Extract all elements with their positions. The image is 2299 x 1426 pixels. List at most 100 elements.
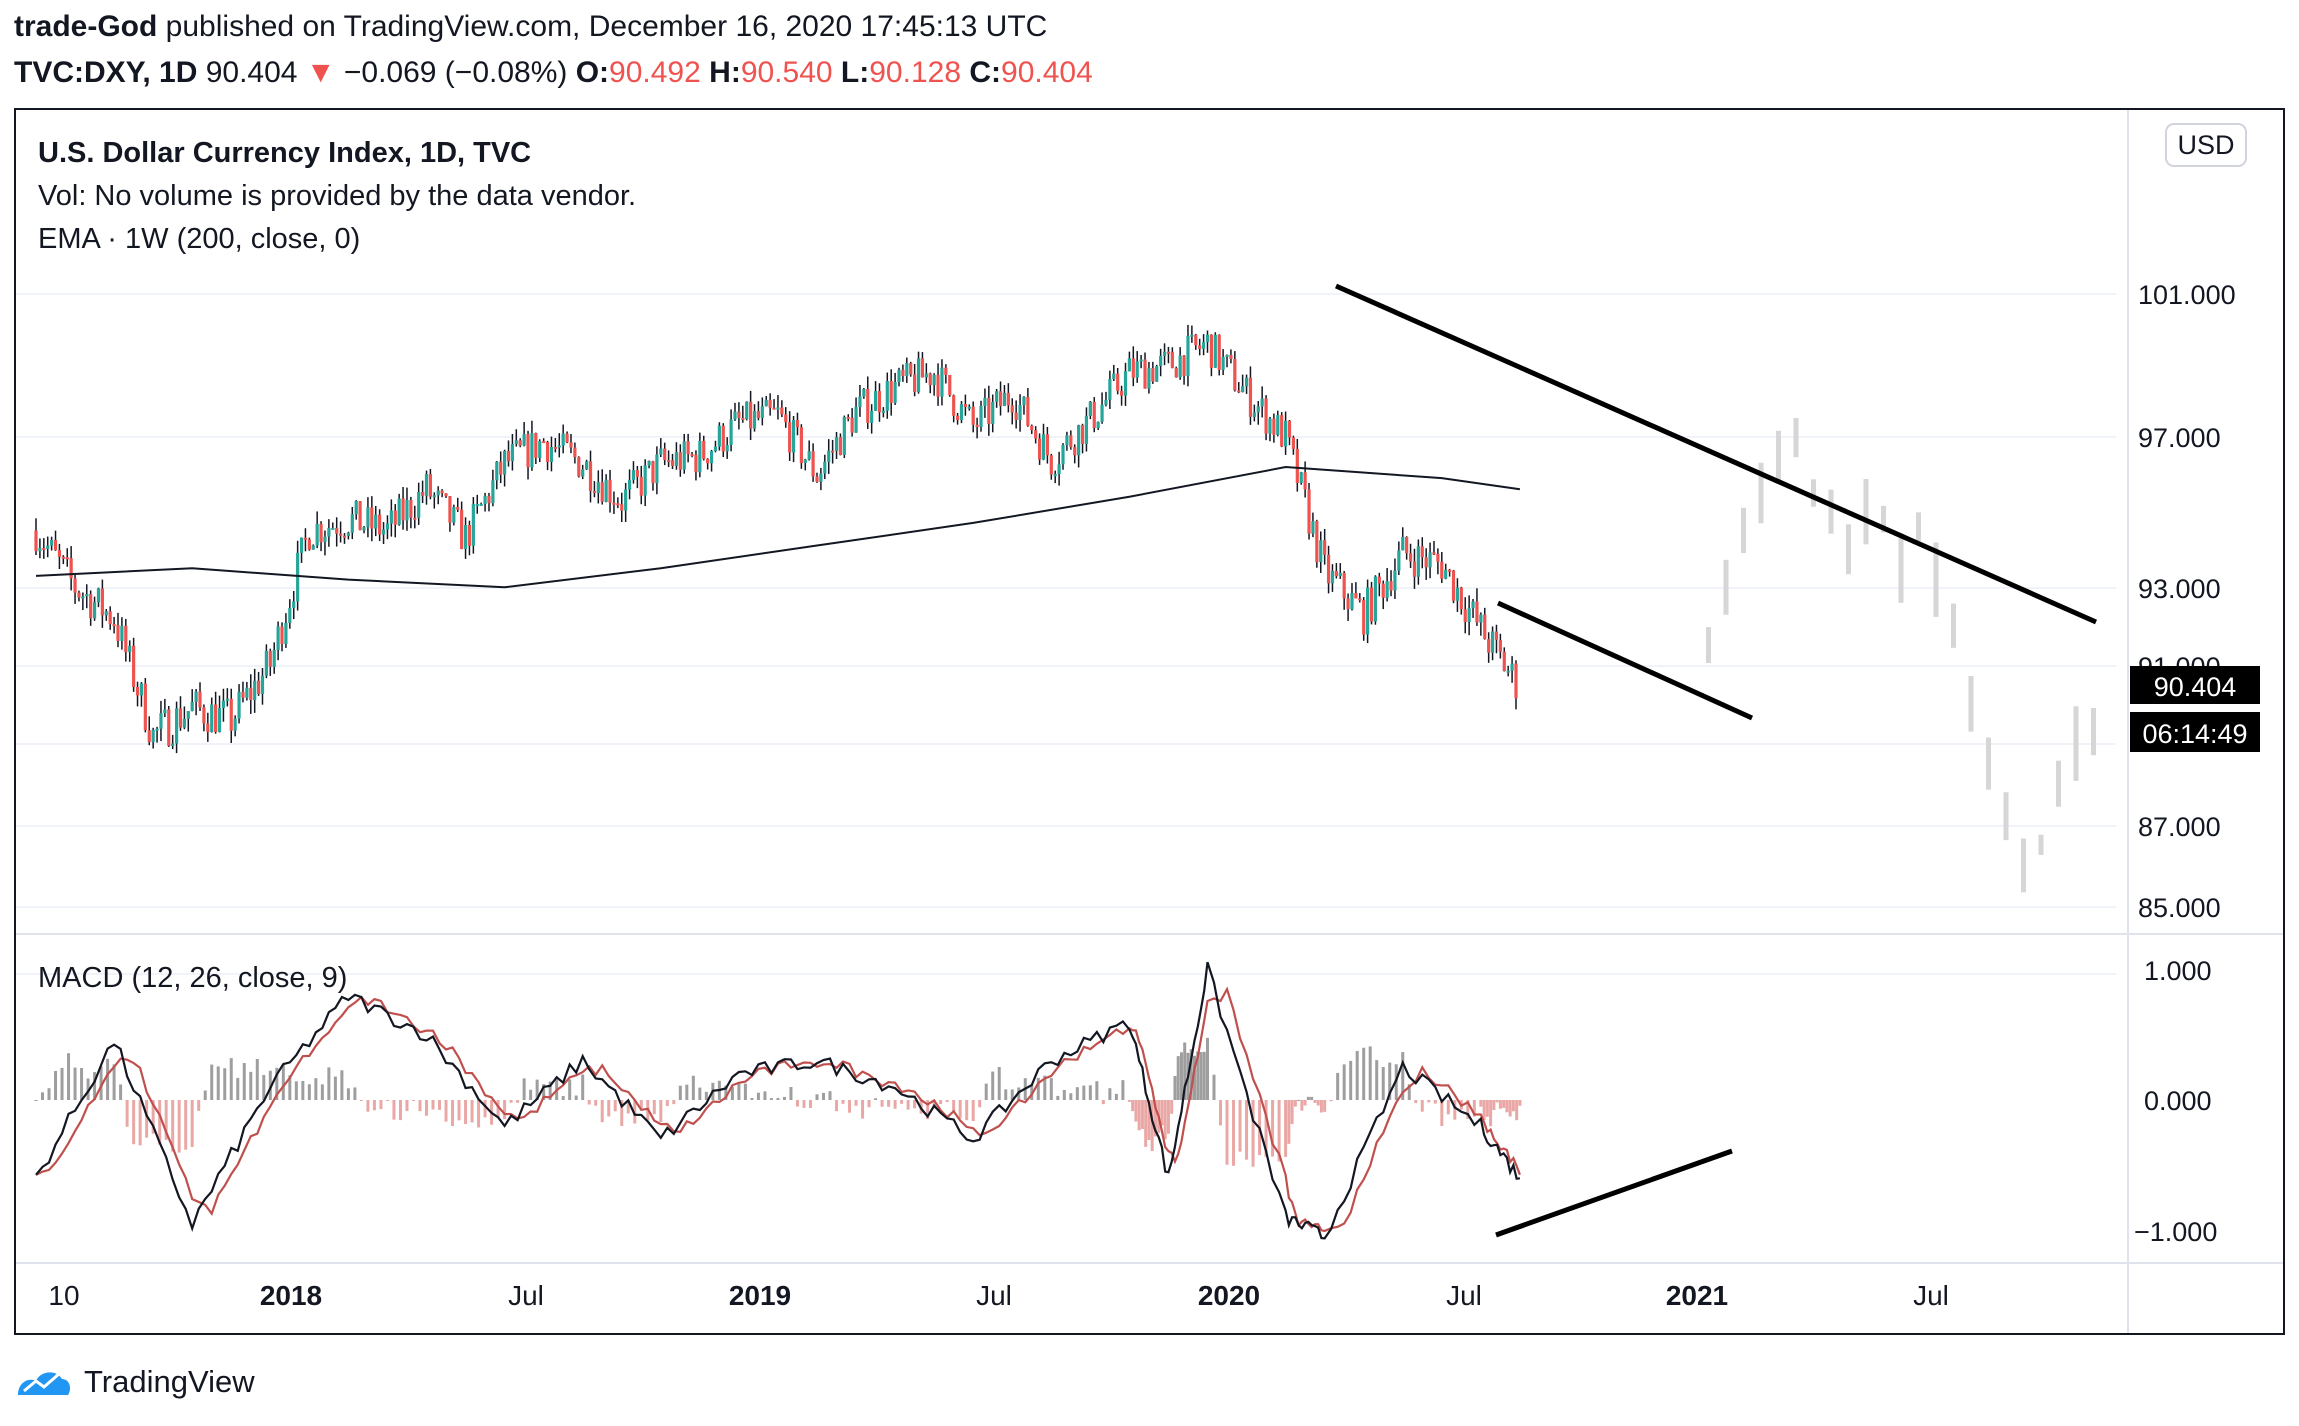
candle-body: [1276, 415, 1280, 435]
candle-body: [932, 374, 936, 386]
macd-histogram-bar: [769, 1098, 773, 1100]
candle-body: [1022, 396, 1026, 406]
candle-body: [503, 451, 507, 475]
macd-histogram-bar: [965, 1100, 969, 1121]
macd-histogram-bar: [229, 1058, 233, 1100]
macd-histogram-bar: [1088, 1085, 1092, 1100]
macd-tick: 1.000: [2144, 956, 2212, 986]
price-change: −0.069 (−0.08%): [343, 56, 568, 89]
candle-body: [706, 458, 710, 464]
candle-body: [838, 437, 843, 455]
candle-body: [366, 507, 370, 528]
candle-body: [1436, 553, 1440, 562]
price-tick: 85.000: [2138, 893, 2221, 923]
macd-histogram-bar: [835, 1100, 839, 1112]
candle-body: [815, 476, 819, 482]
price-series: [34, 324, 1518, 754]
ghost-bar: [1916, 512, 1921, 542]
currency-button[interactable]: USD: [2165, 123, 2247, 167]
author-name[interactable]: trade-God: [14, 10, 158, 43]
macd-histogram-bar: [1466, 1100, 1470, 1119]
candle-body: [420, 491, 425, 496]
ghost-bar: [1968, 676, 1974, 732]
macd-histogram-bar: [405, 1100, 409, 1112]
macd-histogram-bar: [626, 1100, 630, 1114]
macd-histogram-bar: [1518, 1100, 1522, 1106]
macd-histogram-bar: [529, 1089, 533, 1100]
candle-body: [264, 650, 268, 676]
time-axis[interactable]: 10 2018 Jul 2019 Jul 2020 Jul 2021 Jul: [48, 1280, 1948, 1311]
low-label: L:: [840, 56, 870, 89]
candle-body: [128, 645, 132, 653]
candle-body: [499, 461, 503, 475]
candle-body: [471, 504, 475, 546]
macd-histogram-bar: [1192, 1055, 1196, 1100]
candle-body: [147, 730, 151, 743]
candle-body: [1100, 404, 1104, 422]
legend-title: U.S. Dollar Currency Index, 1D, TVC: [38, 137, 531, 169]
candle-body: [296, 552, 300, 602]
macd-histogram-bar: [255, 1058, 259, 1100]
macd-histogram-bar: [1287, 1100, 1291, 1144]
candle-body: [959, 404, 964, 421]
candle-body: [307, 539, 311, 550]
macd-histogram-bar: [665, 1100, 669, 1107]
macd-histogram-bar: [425, 1100, 428, 1116]
candle-body: [417, 491, 421, 518]
candle-body: [483, 495, 487, 504]
ghost-bar: [1793, 418, 1799, 458]
candle-body: [819, 473, 823, 482]
candle-body: [936, 374, 940, 397]
macd-histogram-bar: [522, 1078, 526, 1100]
macd-histogram-bar: [158, 1100, 162, 1145]
macd-histogram-bar: [333, 1076, 337, 1100]
candle-body: [1159, 355, 1163, 367]
candle-body: [756, 411, 761, 418]
macd-histogram-bar: [600, 1100, 604, 1123]
candle-body: [182, 718, 186, 728]
macd-histogram-bar: [1407, 1084, 1411, 1100]
chart-svg[interactable]: U.S. Dollar Currency Index, 1D, TVC Vol:…: [16, 110, 2283, 1333]
candle-body: [791, 419, 796, 453]
macd-histogram-bar: [795, 1100, 799, 1107]
open-value: 90.492: [609, 56, 701, 89]
macd-histogram-bar: [1251, 1100, 1255, 1167]
ghost-bar: [1933, 542, 1939, 617]
macd-histogram-bar: [984, 1083, 988, 1100]
candle-body: [975, 424, 979, 428]
macd-histogram-bar: [1153, 1100, 1157, 1137]
macd-histogram-bar: [958, 1100, 962, 1119]
candle-body: [456, 506, 460, 510]
macd-histogram-bar: [242, 1063, 246, 1100]
candle-body: [784, 414, 788, 423]
ghost-bar: [1723, 559, 1729, 615]
candle-body: [1104, 399, 1108, 405]
candle-body: [963, 404, 967, 408]
tradingview-footer[interactable]: TradingView: [14, 1358, 255, 1406]
macd-histogram-bar: [385, 1100, 389, 1101]
candle-body: [998, 391, 1003, 407]
macd-histogram-bar: [893, 1100, 897, 1109]
macd-histogram-bar: [1166, 1100, 1170, 1134]
macd-histogram-bar: [822, 1092, 826, 1100]
macd-histogram-bar: [1329, 1100, 1333, 1102]
macd-histogram-bar: [581, 1074, 585, 1100]
last-price: 90.404: [205, 56, 298, 89]
candle-body: [370, 507, 374, 529]
resistance-trendline[interactable]: [1334, 283, 2098, 625]
macd-histogram-bar: [1004, 1089, 1008, 1100]
chart-frame[interactable]: U.S. Dollar Currency Index, 1D, TVC Vol:…: [14, 108, 2285, 1335]
macd-support-trendline[interactable]: [1495, 1148, 1733, 1238]
macd-histogram-bar: [1232, 1100, 1236, 1166]
wedge-support-trendline[interactable]: [1496, 600, 1754, 721]
candle-body: [73, 578, 77, 593]
macd-histogram-bar: [1479, 1100, 1483, 1107]
candle-body: [1319, 540, 1323, 563]
candle-body: [577, 457, 581, 477]
candle-body: [151, 729, 155, 743]
legend-ema: EMA · 1W (200, close, 0): [38, 223, 360, 255]
candle-body: [811, 451, 815, 477]
macd-histogram-bar: [1495, 1100, 1499, 1103]
macd-histogram-bar: [99, 1066, 103, 1100]
macd-histogram-bar: [1121, 1080, 1125, 1100]
